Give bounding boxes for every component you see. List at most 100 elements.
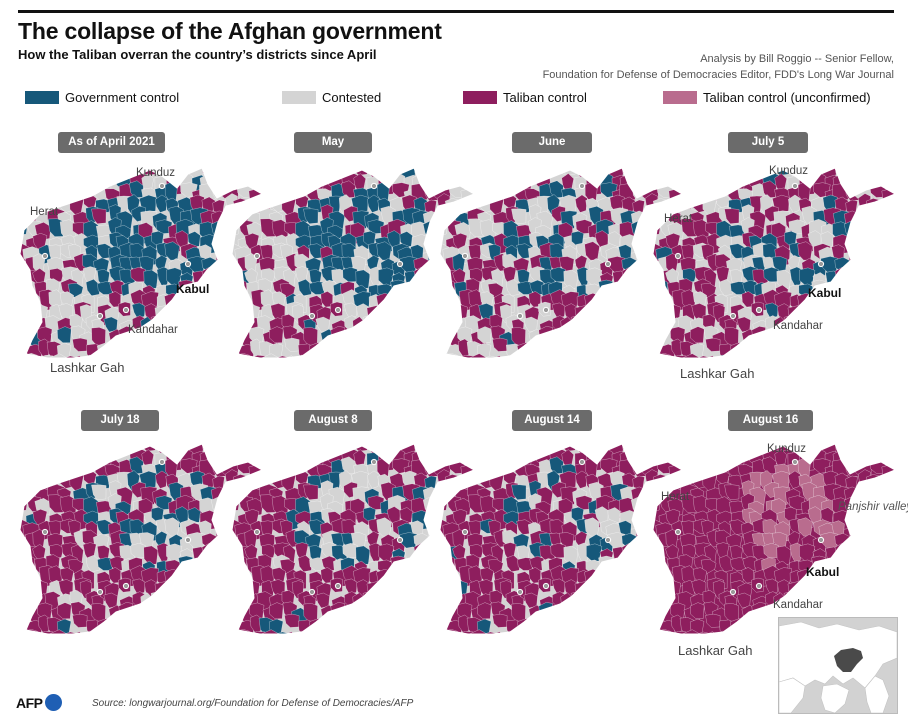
district-region (442, 445, 456, 465)
label-lashkar-gah-aug16: Lashkar Gah (678, 643, 753, 658)
district-region (374, 595, 392, 613)
district-region (34, 446, 53, 468)
district-region (653, 569, 668, 588)
district-region (440, 318, 449, 337)
district-region (236, 580, 255, 600)
district-region (210, 168, 225, 175)
district-region (388, 643, 405, 663)
district-region (865, 168, 882, 174)
district-region (856, 266, 873, 287)
district-region (586, 330, 604, 351)
district-region (775, 341, 789, 358)
district-region (895, 362, 908, 379)
district-region (68, 444, 82, 455)
district-region (414, 331, 430, 348)
district-region (364, 326, 382, 347)
district-region (856, 295, 871, 317)
district-region (50, 168, 68, 180)
district-region (44, 638, 56, 657)
district-region (190, 628, 204, 634)
district-region (259, 182, 272, 201)
label-kandahar-aug16: Kandahar (773, 599, 823, 611)
district-region (820, 582, 836, 599)
district-region (860, 168, 878, 179)
district-region (282, 171, 298, 189)
district-region (414, 607, 430, 624)
district-region (187, 293, 205, 313)
district-region (807, 343, 823, 358)
district-region (232, 569, 247, 588)
district-region (810, 350, 826, 358)
district-region (232, 627, 240, 634)
district-region (70, 447, 86, 465)
district-region (37, 444, 54, 455)
district-region (20, 457, 26, 475)
district-region (152, 602, 170, 623)
district-region (612, 606, 631, 624)
city-marker (461, 252, 469, 260)
district-region (470, 444, 488, 456)
district-region (376, 292, 393, 313)
district-region (297, 444, 314, 450)
district-region (715, 172, 733, 188)
district-region (187, 582, 203, 599)
district-region (511, 169, 527, 190)
district-region (232, 293, 247, 312)
district-region (653, 471, 661, 491)
district-region (246, 170, 265, 192)
district-region (586, 355, 603, 358)
district-region (678, 447, 694, 463)
district-region (500, 363, 514, 380)
district-region (596, 367, 613, 387)
district-region (630, 350, 645, 358)
district-region (162, 595, 180, 613)
city-marker (396, 260, 404, 268)
district-region (657, 580, 676, 600)
district-region (297, 168, 314, 174)
district-region (85, 554, 101, 573)
district-region (440, 567, 447, 587)
district-region (273, 456, 292, 475)
district-region (657, 364, 671, 382)
district-region (570, 591, 586, 607)
district-region (20, 569, 35, 588)
district-region (440, 558, 446, 577)
district-region (703, 171, 719, 189)
district-region (587, 338, 604, 356)
district-region (631, 302, 644, 322)
district-region (445, 168, 464, 177)
district-region (871, 567, 888, 586)
district-region (281, 644, 299, 658)
city-marker (308, 312, 316, 320)
district-region (25, 168, 44, 177)
district-region (328, 613, 343, 632)
district-region (273, 355, 290, 358)
district-region (490, 171, 506, 189)
district-region (108, 637, 125, 655)
district-region (871, 581, 887, 602)
district-region (587, 365, 600, 384)
district-region (174, 619, 190, 634)
district-region (617, 304, 636, 322)
district-region (867, 546, 886, 564)
district-region (657, 640, 671, 658)
district-region (501, 630, 517, 634)
district-region (718, 554, 734, 573)
district-region (440, 493, 449, 512)
district-region (846, 325, 865, 346)
district-region (444, 304, 463, 324)
district-region (232, 282, 238, 301)
district-region (166, 355, 183, 358)
district-region (612, 546, 629, 566)
district-region (893, 328, 895, 346)
district-region (453, 186, 471, 205)
district-region (621, 542, 636, 563)
district-region (562, 617, 576, 634)
district-region (897, 448, 908, 466)
panel-title-june: June (512, 132, 592, 153)
city-marker (253, 252, 261, 260)
district-region (153, 363, 169, 377)
district-region (232, 463, 251, 481)
panel-title-july5: July 5 (728, 132, 808, 153)
district-region (329, 642, 345, 657)
